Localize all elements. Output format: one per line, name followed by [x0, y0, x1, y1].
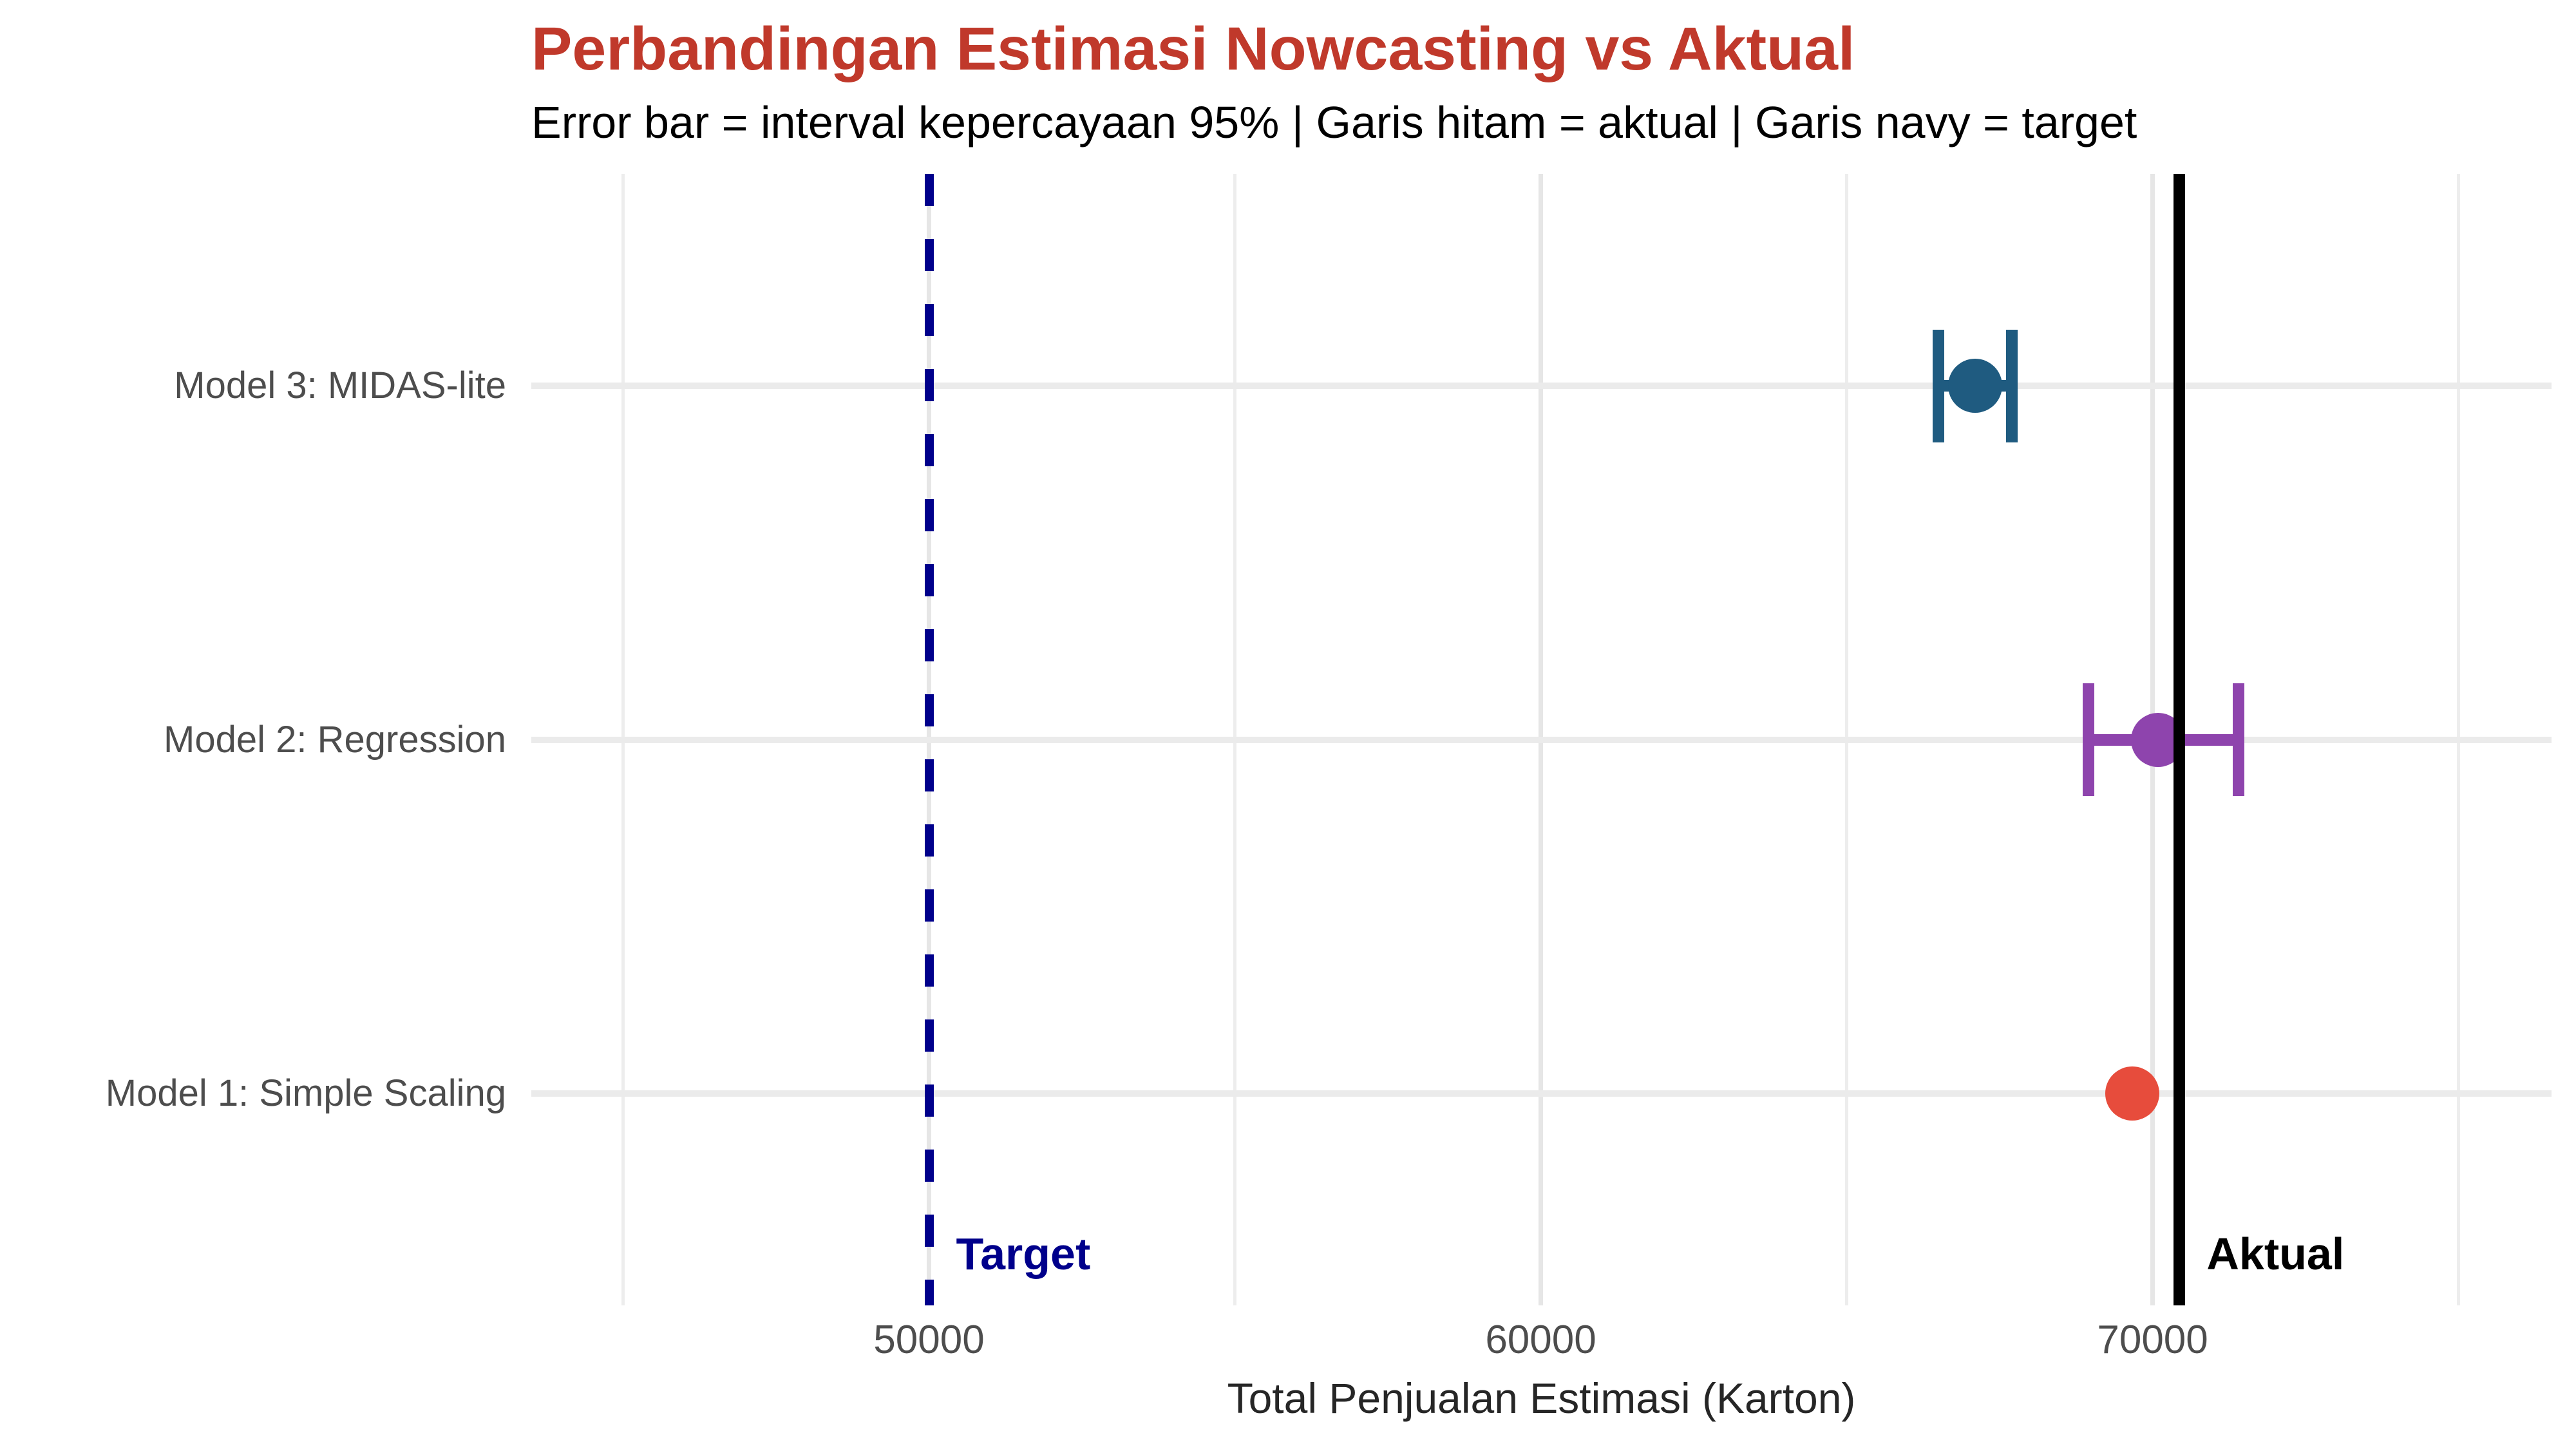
errorbar-cap	[2006, 329, 2018, 442]
estimate-dot	[2105, 1066, 2160, 1121]
aktual-line-solid	[2174, 174, 2186, 1305]
y-axis-label: Model 3: MIDAS-lite	[174, 365, 506, 407]
refline-label: Aktual	[2206, 1229, 2345, 1279]
chart-subtitle: Error bar = interval kepercayaan 95% | G…	[531, 97, 2137, 147]
x-axis-title: Total Penjualan Estimasi (Karton)	[1227, 1374, 1856, 1422]
errorbar-cap	[2082, 683, 2094, 796]
row-gridline	[531, 736, 2552, 743]
estimate-dot	[1948, 359, 2003, 413]
errorbar-cap	[1933, 329, 1945, 442]
y-axis-label: Model 1: Simple Scaling	[105, 1072, 506, 1114]
x-tick-label: 50000	[873, 1318, 985, 1362]
y-axis-label: Model 2: Regression	[164, 718, 506, 761]
row-gridline	[531, 1090, 2552, 1097]
chart-title: Perbandingan Estimasi Nowcasting vs Aktu…	[531, 15, 1855, 83]
plot-panel: Target Aktual	[531, 174, 2552, 1305]
x-tick-label: 60000	[1485, 1318, 1596, 1362]
refline-label: Target	[956, 1229, 1091, 1279]
target-line-dashed	[924, 174, 934, 1305]
x-tick-label: 70000	[2097, 1318, 2208, 1362]
row-gridline	[531, 383, 2552, 390]
errorbar-cap	[2232, 683, 2244, 796]
